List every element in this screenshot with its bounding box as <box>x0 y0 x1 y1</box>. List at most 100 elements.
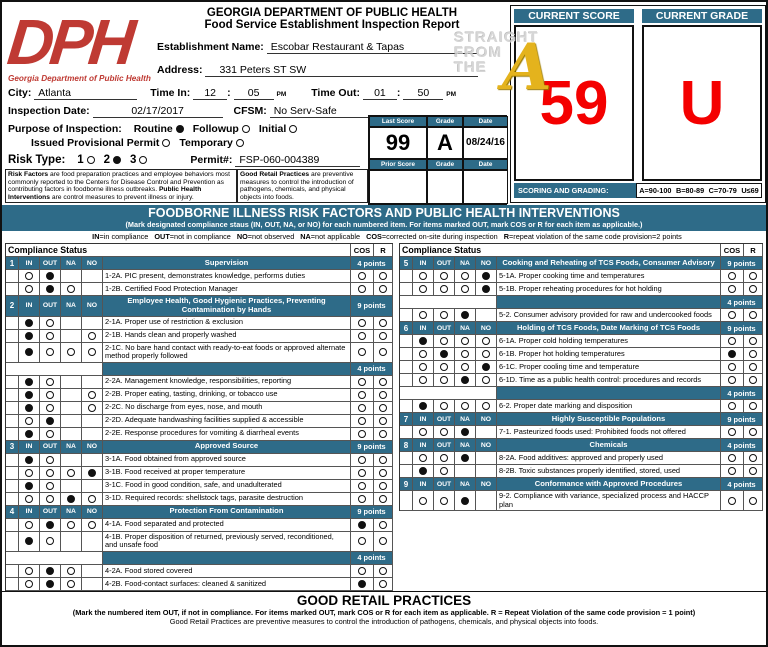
radio-empty[interactable] <box>728 337 736 345</box>
radio-filled[interactable] <box>25 403 33 412</box>
radio-empty[interactable] <box>46 429 54 438</box>
radio-filled[interactable] <box>25 455 33 464</box>
radio-filled[interactable] <box>46 520 54 529</box>
radio-filled[interactable] <box>46 285 54 293</box>
radio-empty[interactable] <box>358 429 366 438</box>
radio-filled[interactable] <box>25 348 33 357</box>
radio-empty[interactable] <box>440 496 448 505</box>
radio-empty[interactable] <box>46 377 54 386</box>
radio-empty[interactable] <box>67 285 75 293</box>
radio-filled[interactable] <box>46 416 54 425</box>
radio-empty[interactable] <box>358 455 366 464</box>
radio-empty[interactable] <box>46 318 54 327</box>
radio-filled[interactable] <box>358 520 366 529</box>
radio-filled[interactable] <box>67 494 75 503</box>
radio-empty[interactable] <box>379 348 387 357</box>
radio-empty[interactable] <box>88 331 96 340</box>
radio-empty[interactable] <box>46 468 54 477</box>
radio-empty[interactable] <box>482 337 490 345</box>
radio-empty[interactable] <box>749 454 757 462</box>
address-value[interactable]: 331 Peters ST SW <box>205 64 479 77</box>
radio-empty[interactable] <box>46 494 54 503</box>
radio-empty[interactable] <box>728 467 736 475</box>
time-in-hour[interactable]: 12 <box>193 87 228 100</box>
option-radio-routine[interactable] <box>175 125 184 133</box>
radio-empty[interactable] <box>440 272 448 280</box>
radio-empty[interactable] <box>358 331 366 340</box>
radio-empty[interactable] <box>419 454 427 462</box>
radio-empty[interactable] <box>379 537 387 546</box>
radio-empty[interactable] <box>88 403 96 412</box>
cfsm-value[interactable]: No Serv-Safe <box>269 105 420 118</box>
radio-empty[interactable] <box>46 348 54 357</box>
radio-empty[interactable] <box>749 467 757 475</box>
radio-empty[interactable] <box>749 272 757 280</box>
radio-empty[interactable] <box>358 481 366 490</box>
radio-empty[interactable] <box>379 566 387 575</box>
radio-empty[interactable] <box>749 496 757 505</box>
radio-filled[interactable] <box>25 481 33 490</box>
radio-empty[interactable] <box>379 455 387 464</box>
option-radio-2[interactable] <box>113 156 122 164</box>
radio-filled[interactable] <box>728 350 736 358</box>
radio-empty[interactable] <box>419 285 427 293</box>
radio-empty[interactable] <box>461 350 469 358</box>
radio-filled[interactable] <box>25 537 33 546</box>
radio-empty[interactable] <box>749 428 757 436</box>
radio-empty[interactable] <box>419 350 427 358</box>
radio-empty[interactable] <box>46 537 54 546</box>
establishment-value[interactable]: Escobar Restaurant & Tapas <box>266 41 477 54</box>
radio-empty[interactable] <box>358 348 366 357</box>
radio-empty[interactable] <box>379 318 387 327</box>
radio-filled[interactable] <box>25 331 33 340</box>
radio-empty[interactable] <box>379 272 387 280</box>
option-radio-initial[interactable] <box>289 125 298 133</box>
radio-empty[interactable] <box>440 428 448 436</box>
radio-empty[interactable] <box>728 454 736 462</box>
radio-empty[interactable] <box>67 348 75 357</box>
option-radio-3[interactable] <box>139 156 148 164</box>
radio-filled[interactable] <box>482 285 490 293</box>
radio-empty[interactable] <box>67 468 75 477</box>
radio-empty[interactable] <box>440 467 448 475</box>
radio-empty[interactable] <box>46 481 54 490</box>
radio-empty[interactable] <box>88 390 96 399</box>
radio-filled[interactable] <box>88 468 96 477</box>
radio-empty[interactable] <box>419 272 427 280</box>
radio-empty[interactable] <box>749 363 757 371</box>
radio-filled[interactable] <box>482 363 490 371</box>
radio-empty[interactable] <box>379 285 387 293</box>
radio-empty[interactable] <box>379 377 387 386</box>
radio-empty[interactable] <box>358 272 366 280</box>
radio-empty[interactable] <box>440 454 448 462</box>
radio-empty[interactable] <box>358 566 366 575</box>
radio-empty[interactable] <box>728 272 736 280</box>
radio-empty[interactable] <box>461 402 469 410</box>
radio-empty[interactable] <box>461 363 469 371</box>
city-value[interactable]: Atlanta <box>34 87 138 100</box>
radio-empty[interactable] <box>749 285 757 293</box>
radio-filled[interactable] <box>46 579 54 588</box>
radio-empty[interactable] <box>728 402 736 410</box>
radio-empty[interactable] <box>749 350 757 358</box>
radio-empty[interactable] <box>482 402 490 410</box>
radio-filled[interactable] <box>419 402 427 410</box>
radio-filled[interactable] <box>46 272 54 280</box>
radio-filled[interactable] <box>46 566 54 575</box>
radio-empty[interactable] <box>358 377 366 386</box>
radio-empty[interactable] <box>358 468 366 477</box>
radio-empty[interactable] <box>419 376 427 384</box>
radio-empty[interactable] <box>379 494 387 503</box>
radio-empty[interactable] <box>461 285 469 293</box>
radio-filled[interactable] <box>482 272 490 280</box>
radio-filled[interactable] <box>419 467 427 475</box>
radio-empty[interactable] <box>440 337 448 345</box>
radio-empty[interactable] <box>46 455 54 464</box>
radio-empty[interactable] <box>358 390 366 399</box>
radio-empty[interactable] <box>482 376 490 384</box>
radio-empty[interactable] <box>88 494 96 503</box>
radio-empty[interactable] <box>728 363 736 371</box>
radio-filled[interactable] <box>25 377 33 386</box>
radio-empty[interactable] <box>749 402 757 410</box>
radio-empty[interactable] <box>749 337 757 345</box>
